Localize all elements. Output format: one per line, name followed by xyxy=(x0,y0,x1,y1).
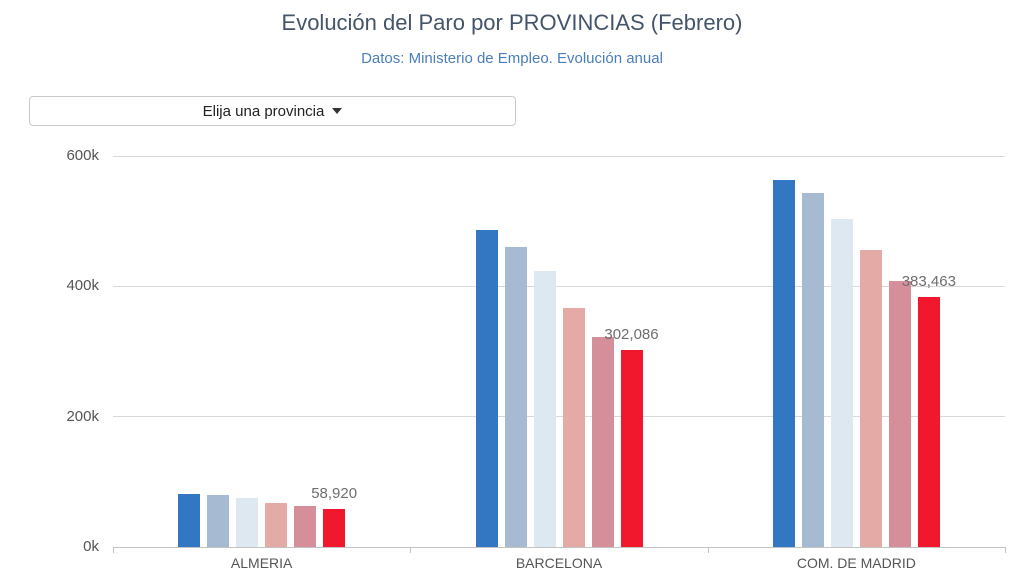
bar[interactable] xyxy=(888,281,911,547)
bar[interactable] xyxy=(859,250,882,547)
bar[interactable] xyxy=(207,494,230,547)
bar[interactable] xyxy=(236,498,259,547)
chart-subtitle: Datos: Ministerio de Empleo. Evolución a… xyxy=(361,50,663,67)
gridline xyxy=(113,155,1005,157)
gridline xyxy=(113,285,1005,287)
bar[interactable] xyxy=(620,350,643,547)
axis-tick xyxy=(113,547,114,553)
axis-tick xyxy=(707,547,709,553)
province-dropdown-label: Elija una provincia xyxy=(202,102,325,120)
bar[interactable] xyxy=(504,247,527,547)
bar-data-label: 383,463 xyxy=(901,273,956,291)
bar[interactable] xyxy=(772,180,795,547)
y-axis-tick-label: 0k xyxy=(83,538,99,555)
bar-data-label: 58,920 xyxy=(311,484,358,502)
bar[interactable] xyxy=(265,502,288,547)
bar[interactable] xyxy=(591,337,614,547)
bar[interactable] xyxy=(801,193,824,547)
bar[interactable] xyxy=(830,219,853,547)
x-axis-category-label: ALMERIA xyxy=(230,555,293,571)
x-axis-category-label: COM. DE MADRID xyxy=(796,555,916,571)
y-axis-tick-label: 600k xyxy=(66,147,99,164)
bar[interactable] xyxy=(294,506,317,547)
gridline xyxy=(113,416,1005,418)
province-dropdown[interactable]: Elija una provincia xyxy=(29,96,516,126)
x-axis-line xyxy=(113,546,1005,548)
bar[interactable] xyxy=(562,307,585,547)
y-axis-tick-label: 400k xyxy=(66,277,99,295)
x-axis-category-label: BARCELONA xyxy=(515,555,603,571)
chart-title: Evolución del Paro por PROVINCIAS (Febre… xyxy=(281,10,743,35)
bar[interactable] xyxy=(178,494,201,547)
y-axis-tick-label: 200k xyxy=(66,407,99,425)
axis-tick xyxy=(1005,547,1006,553)
bar[interactable] xyxy=(475,229,498,547)
chevron-down-icon xyxy=(332,108,343,114)
bar[interactable] xyxy=(533,270,556,547)
axis-tick xyxy=(410,547,412,553)
bar-data-label: 302,086 xyxy=(604,326,659,344)
bar[interactable] xyxy=(917,297,940,547)
bar[interactable] xyxy=(323,508,346,547)
